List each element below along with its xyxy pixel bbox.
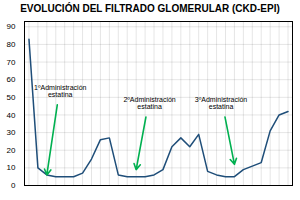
html-text:EVOLUCIÓN DEL FILTRADO GLOMERU: EVOLUCIÓN DEL FILTRADO GLOMERULAR (CKD-E… <box>20 3 280 14</box>
svg-text:1ºAdministraciónestatina: 1ºAdministraciónestatina <box>34 84 86 98</box>
svg-text:10: 10 <box>7 163 16 172</box>
svg-text:2ºAdministraciónestatina: 2ºAdministraciónestatina <box>123 96 175 110</box>
svg-text:70: 70 <box>7 58 16 67</box>
svg-text:40: 40 <box>7 111 16 120</box>
svg-text:80: 80 <box>7 40 16 49</box>
svg-text:0: 0 <box>11 181 16 190</box>
svg-text:90: 90 <box>7 22 16 31</box>
svg-text:60: 60 <box>7 75 16 84</box>
svg-text:20: 20 <box>7 146 16 155</box>
svg-text:30: 30 <box>7 128 16 137</box>
svg-text:3ºAdministraciónestatina: 3ºAdministraciónestatina <box>195 96 247 110</box>
svg-text:50: 50 <box>7 93 16 102</box>
